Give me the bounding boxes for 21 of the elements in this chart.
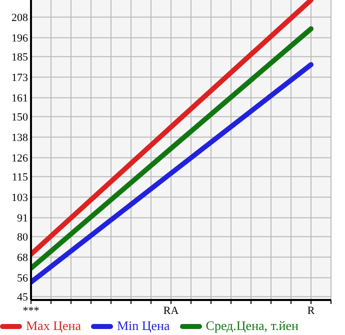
y-tick-label: 115 (12, 171, 28, 184)
y-tick-label: 91 (17, 212, 28, 225)
x-tick-label: *** (22, 304, 40, 317)
y-tick-label: 185 (12, 51, 28, 64)
y-tick-label: 80 (17, 231, 28, 244)
y-tick-label: 196 (12, 32, 28, 45)
y-tick-label: 68 (17, 252, 28, 264)
y-tick-label: 161 (12, 92, 28, 105)
y-tick-label: 150 (12, 111, 28, 124)
legend-label: Max Цена (25, 318, 81, 334)
y-tick-label: 45 (17, 291, 28, 304)
y-tick-label: 103 (12, 192, 28, 204)
y-tick-label: 173 (12, 72, 28, 84)
y-tick-label: 56 (17, 272, 28, 285)
x-tick-label: R (307, 304, 316, 317)
y-tick-label: 138 (12, 132, 28, 144)
y-tick-label: 126 (12, 152, 28, 165)
x-tick-label: RA (163, 304, 179, 317)
legend-label: Сред.Цена, т.йен (204, 318, 298, 334)
legend-label: Min Цена (116, 318, 170, 334)
y-tick-label: 208 (12, 12, 28, 24)
